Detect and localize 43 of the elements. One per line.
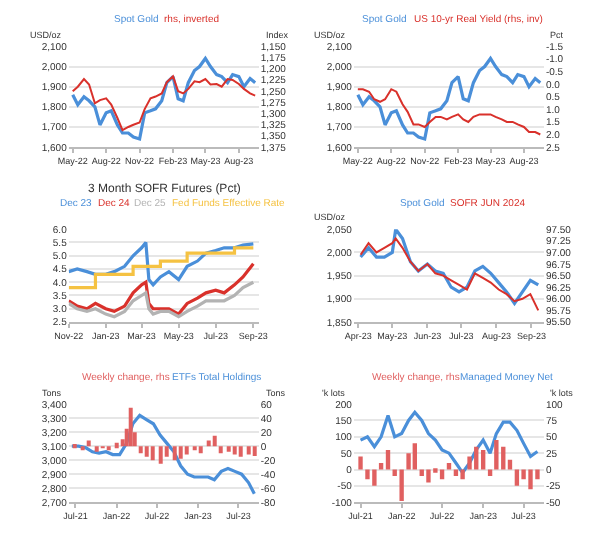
bar (528, 469, 533, 490)
line-series (70, 413, 256, 496)
bar (198, 446, 203, 454)
bar (399, 469, 404, 501)
bar (446, 462, 452, 470)
bar (252, 446, 257, 456)
bar (480, 449, 486, 470)
line-series (68, 280, 255, 319)
bar (172, 446, 177, 461)
bar (358, 456, 363, 470)
bar (226, 446, 231, 452)
bar (86, 440, 91, 447)
bar (138, 446, 143, 454)
bar (412, 443, 417, 470)
bar (212, 435, 217, 447)
bar (246, 446, 251, 455)
bar (128, 407, 133, 447)
line-series (68, 262, 255, 316)
bar (494, 440, 499, 470)
bar (218, 446, 223, 454)
line-series (358, 410, 540, 475)
bar (94, 446, 99, 452)
bar (238, 446, 243, 457)
bar (144, 446, 149, 457)
line-series (356, 88, 542, 136)
bar (158, 446, 163, 464)
bar (178, 446, 183, 459)
bar (365, 469, 370, 480)
bar (206, 440, 211, 447)
bar (426, 469, 431, 483)
bar (372, 469, 377, 486)
bar (474, 446, 479, 470)
line-series (356, 56, 542, 141)
bar (114, 442, 119, 449)
bar (184, 446, 189, 455)
bar (501, 446, 506, 470)
bar (460, 469, 465, 480)
bar (164, 446, 169, 457)
bar (150, 446, 155, 461)
bar (385, 449, 391, 470)
line-series (71, 56, 257, 141)
bar (232, 446, 237, 455)
line-series (71, 75, 257, 132)
